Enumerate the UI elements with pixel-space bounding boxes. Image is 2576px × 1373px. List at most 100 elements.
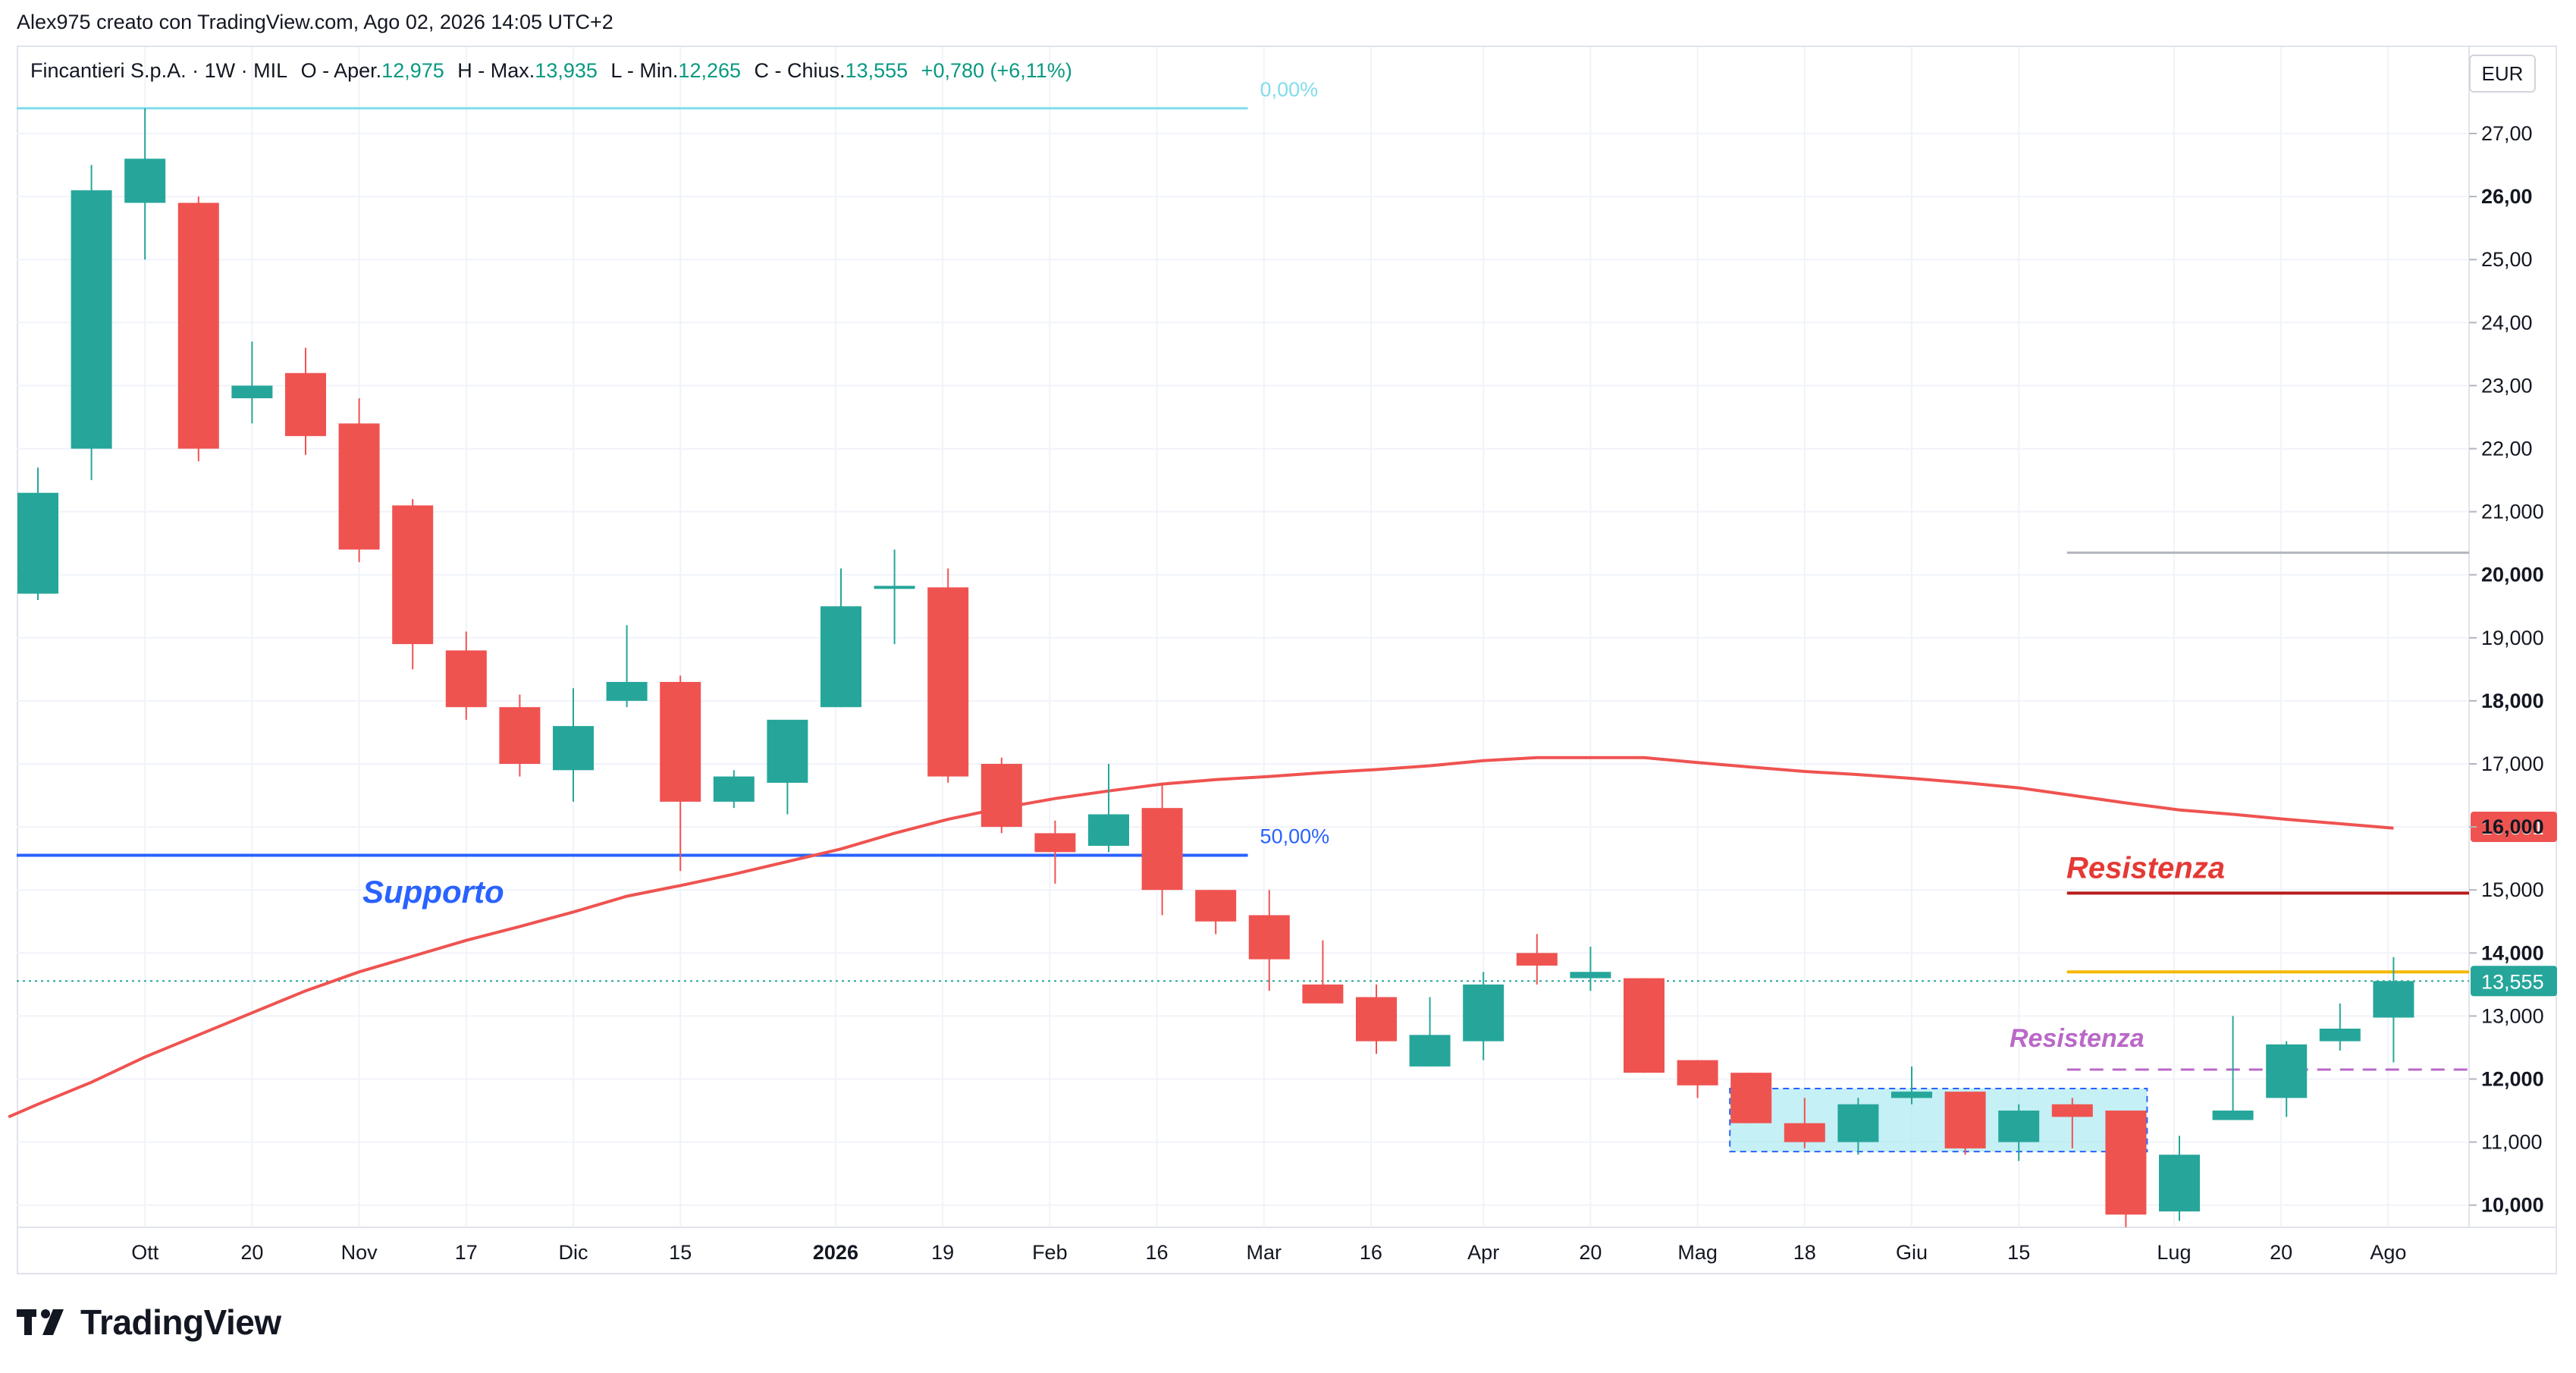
candle-body — [1730, 1073, 1772, 1123]
y-tick-label: 27,00 — [2481, 122, 2533, 145]
y-tick-label: 16,000 — [2481, 815, 2544, 838]
resistance-red-label: Resistenza — [2066, 851, 2225, 884]
candle-body — [2266, 1044, 2308, 1098]
y-tick-label: 12,000 — [2481, 1068, 2544, 1091]
y-tick-label: 19,000 — [2481, 627, 2544, 649]
ma-price-tag — [2471, 812, 2557, 843]
candle-body — [1944, 1092, 1986, 1148]
candle-body — [713, 776, 755, 802]
y-tick-label: 24,00 — [2481, 311, 2533, 334]
price-axis[interactable]: 10,000 11,000 12,000 13,000 14,000 15,000 16,0… — [2469, 122, 2544, 1217]
candle-body — [2319, 1029, 2361, 1042]
x-tick-label: Giu — [1896, 1241, 1928, 1264]
x-tick-label: 19 — [931, 1241, 954, 1264]
chart-author-caption: Alex975 creato con TradingView.com, Ago … — [17, 11, 613, 33]
candle-body — [1516, 953, 1558, 966]
legend-high: 13,935 — [535, 59, 598, 82]
last-price-tag-label: 13,555 — [2481, 970, 2544, 993]
moving-average — [8, 756, 2394, 1119]
legend-high-label: H - Max. — [457, 59, 535, 82]
legend-low: 12,265 — [678, 59, 742, 82]
chart-frame — [17, 46, 2557, 1274]
candle-body — [1784, 1123, 1825, 1142]
tradingview-logo[interactable]: TradingView — [17, 1302, 281, 1343]
candle-body — [874, 586, 915, 589]
y-tick-label: 26,00 — [2481, 185, 2533, 208]
x-tick-label: 20 — [240, 1241, 263, 1264]
candle-body — [1570, 972, 1611, 979]
candle-body — [660, 681, 701, 802]
x-tick-label: Ago — [2370, 1241, 2406, 1264]
x-tick-label: 16 — [1146, 1241, 1169, 1264]
candle-body — [2159, 1155, 2200, 1212]
candle-body — [1356, 997, 1397, 1042]
candle-body — [606, 681, 648, 701]
x-tick-label: Nov — [341, 1241, 378, 1264]
x-tick-label: Dic — [559, 1241, 588, 1264]
annotations-back: 0,00% 50,00% Supporto Resistenza Resistenza — [17, 78, 2469, 1153]
currency-button[interactable]: EUR — [2469, 55, 2536, 93]
candle-body — [177, 203, 219, 449]
legend-low-label: L - Min. — [610, 59, 679, 82]
x-tick-label: 17 — [455, 1241, 478, 1264]
candle-body — [1141, 808, 1183, 891]
y-tick-label: 15,000 — [2481, 878, 2544, 901]
resistance-purple-label: Resistenza — [2010, 1024, 2145, 1053]
chart-legend: Fincantieri S.p.A. · 1W · MIL O - Aper.1… — [30, 59, 1072, 83]
y-tick-label: 13,000 — [2481, 1004, 2544, 1027]
x-tick-label: 20 — [1579, 1241, 1602, 1264]
x-tick-label: Apr — [1467, 1241, 1499, 1264]
x-tick-label: 15 — [2007, 1241, 2030, 1264]
moving-average-line — [8, 756, 2394, 1119]
tradingview-logo-text: TradingView — [80, 1302, 281, 1342]
y-tick-label: 20,000 — [2481, 564, 2544, 586]
x-tick-label: Ott — [131, 1241, 159, 1264]
legend-change: +0,780 (+6,11%) — [921, 59, 1072, 82]
support-label: Supporto — [362, 874, 504, 910]
candle-body — [2212, 1111, 2254, 1120]
last-price-tag — [2471, 966, 2557, 997]
candle-body — [820, 606, 861, 708]
x-tick-label: 18 — [1793, 1241, 1816, 1264]
candle-body — [767, 719, 808, 783]
y-tick-label: 23,00 — [2481, 374, 2533, 397]
y-tick-label: 18,000 — [2481, 690, 2544, 712]
y-tick-label: 22,00 — [2481, 438, 2533, 460]
ma-price-tag-label: 16,001 — [2481, 816, 2544, 839]
fib-50-label: 50,00% — [1260, 825, 1330, 847]
x-tick-label: 20 — [2270, 1241, 2292, 1264]
annotations-front: 16,001 13,555 — [2471, 812, 2557, 997]
candle-body — [17, 492, 58, 594]
candle-body — [1248, 915, 1290, 960]
candle-body — [1409, 1035, 1451, 1067]
candle-body — [981, 764, 1022, 828]
candle-body — [2105, 1111, 2147, 1215]
candle-body — [71, 190, 112, 449]
x-tick-label: Mag — [1677, 1241, 1718, 1264]
candle-body — [1088, 814, 1129, 847]
candle-body — [553, 726, 594, 771]
candle-body — [499, 707, 541, 764]
time-axis[interactable]: Ott 20 Nov 17 Dic 15 2026 19 Feb 16 Mar 16 Apr 20 Mag 1… — [131, 1241, 2406, 1264]
candle-body — [2051, 1104, 2093, 1117]
candle-body — [1837, 1104, 1879, 1142]
y-tick-label: 11,000 — [2481, 1131, 2543, 1154]
x-tick-label: 16 — [1360, 1241, 1382, 1264]
candles — [17, 108, 2414, 1227]
candle-body — [338, 423, 380, 550]
candle-body — [1195, 890, 1237, 922]
candle-body — [1302, 984, 1344, 1004]
y-tick-label: 25,00 — [2481, 248, 2533, 271]
candle-body — [1677, 1060, 1718, 1086]
x-tick-label: Feb — [1032, 1241, 1068, 1264]
x-tick-label: 2026 — [813, 1241, 858, 1264]
candle-body — [1463, 984, 1504, 1042]
legend-close: 13,555 — [845, 59, 908, 82]
y-tick-label: 14,000 — [2481, 941, 2544, 964]
candle-body — [1891, 1092, 1932, 1098]
x-tick-label: Lug — [2157, 1241, 2191, 1264]
x-tick-label: 15 — [669, 1241, 692, 1264]
tradingview-logo-icon — [17, 1309, 64, 1335]
candle-body — [1998, 1111, 2040, 1142]
